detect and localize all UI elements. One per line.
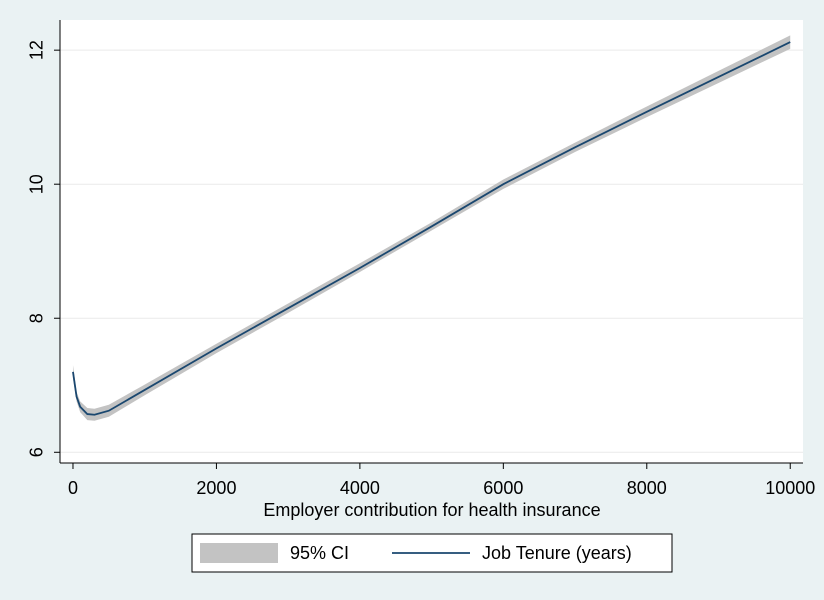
x-tick-label: 10000 [765, 478, 815, 498]
x-axis-label: Employer contribution for health insuran… [263, 500, 600, 520]
y-tick-label: 8 [27, 313, 47, 323]
ci-band [72, 35, 791, 421]
y-tick-label: 6 [27, 447, 47, 457]
y-tick-label: 10 [27, 174, 47, 194]
x-tick-label: 8000 [627, 478, 667, 498]
line [72, 41, 791, 416]
x-tick-label: 6000 [483, 478, 523, 498]
legend-label: Job Tenure (years) [482, 543, 632, 563]
x-tick-label: 0 [68, 478, 78, 498]
x-tick-label: 2000 [196, 478, 236, 498]
y-tick-label: 12 [27, 40, 47, 60]
legend-swatch [200, 543, 278, 563]
x-tick-label: 4000 [340, 478, 380, 498]
legend-label: 95% CI [290, 543, 349, 563]
